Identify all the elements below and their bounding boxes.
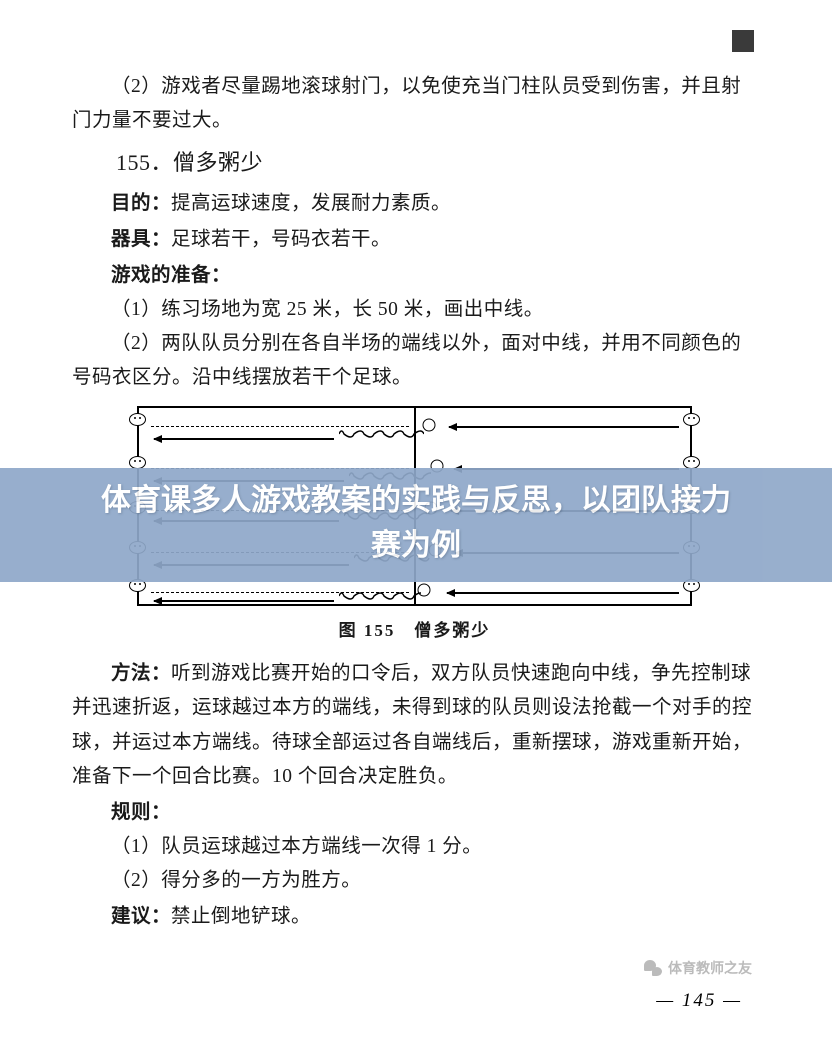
- ball-icon: [418, 583, 431, 596]
- player-right-icon: [683, 456, 700, 469]
- prep-label: 游戏的准备：: [72, 259, 757, 293]
- method-paragraph: 方法：听到游戏比赛开始的口令后，双方队员快速跑向中线，争先控制球并迅速折返，运球…: [72, 657, 757, 794]
- ball-icon: [423, 418, 436, 431]
- right-team-arrow: [449, 426, 679, 428]
- purpose-label: 目的：: [111, 193, 171, 214]
- wechat-watermark: 体育教师之友: [644, 958, 752, 978]
- equip-text: 足球若干，号码衣若干。: [171, 229, 391, 250]
- return-arrow: [154, 600, 334, 602]
- overlay-title-banner: 体育课多人游戏教案的实践与反思，以团队接力 赛为例: [0, 468, 832, 582]
- purpose-text: 提高运球速度，发展耐力素质。: [171, 193, 451, 214]
- prep-1: （1）练习场地为宽 25 米，长 50 米，画出中线。: [72, 293, 757, 327]
- advice-text: 禁止倒地铲球。: [171, 906, 311, 927]
- rules-label: 规则：: [72, 796, 757, 830]
- dribble-path: [339, 427, 424, 441]
- rule-2: （2）得分多的一方为胜方。: [72, 864, 757, 898]
- player-right-icon: [683, 413, 700, 426]
- right-team-arrow: [447, 592, 679, 594]
- prep-2: （2）两队队员分别在各自半场的端线以外，面对中线，并用不同颜色的号码衣区分。沿中…: [72, 327, 757, 395]
- equip-label: 器具：: [111, 229, 171, 250]
- page-number: — 145 —: [0, 990, 832, 1012]
- section-number-title: 155．僧多粥少: [72, 144, 757, 183]
- rule-1: （1）队员运球越过本方端线一次得 1 分。: [72, 830, 757, 864]
- purpose-line: 目的：提高运球速度，发展耐力素质。: [72, 187, 757, 221]
- advice-label: 建议：: [111, 906, 171, 927]
- method-label: 方法：: [111, 663, 171, 684]
- return-arrow: [154, 438, 334, 440]
- player-left-icon: [129, 413, 146, 426]
- run-path-dashed: [151, 592, 409, 593]
- figure-caption: 图 155 僧多粥少: [72, 616, 757, 646]
- overlay-line2: 赛为例: [20, 523, 812, 568]
- player-left-icon: [129, 456, 146, 469]
- para-rule-2-prev: （2）游戏者尽量踢地滚球射门，以免使充当门柱队员受到伤害，并且射门力量不要过大。: [72, 70, 757, 138]
- run-path-dashed: [151, 426, 409, 427]
- page-corner-marker: [732, 30, 754, 52]
- overlay-line1: 体育课多人游戏教案的实践与反思，以团队接力: [20, 478, 812, 523]
- advice-line: 建议：禁止倒地铲球。: [72, 900, 757, 934]
- equipment-line: 器具：足球若干，号码衣若干。: [72, 223, 757, 257]
- wechat-text: 体育教师之友: [668, 958, 752, 978]
- wechat-icon: [644, 960, 662, 976]
- method-text: 听到游戏比赛开始的口令后，双方队员快速跑向中线，争先控制球并迅速折返，运球越过本…: [72, 663, 752, 786]
